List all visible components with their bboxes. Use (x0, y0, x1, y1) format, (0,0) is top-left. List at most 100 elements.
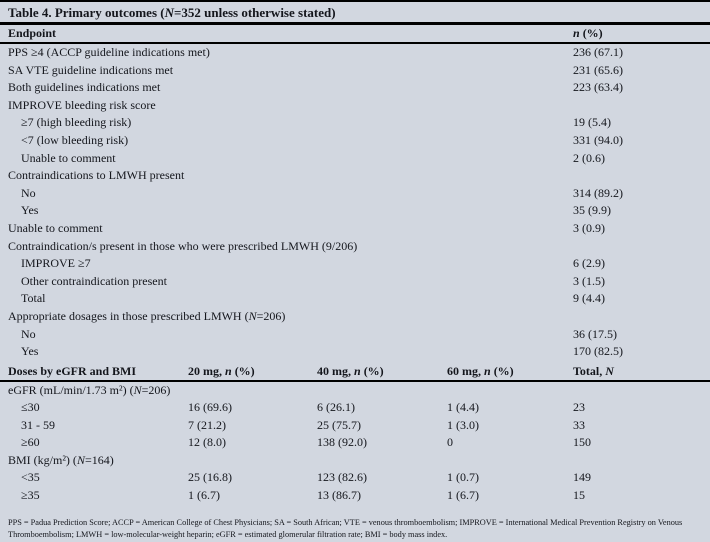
row-label: IMPROVE bleeding risk score (8, 97, 156, 112)
doses-cell: 1 (6.7) (188, 487, 220, 502)
row-value: 2 (0.6) (573, 150, 605, 165)
doses-column-header: Doses by eGFR and BMI (8, 363, 137, 378)
doses-column-header: 40 mg, n (%) (317, 363, 384, 378)
row-value (573, 167, 710, 185)
doses-row-label: ≥35 (21, 487, 40, 502)
row-value (573, 97, 710, 115)
rule-below-title (0, 22, 710, 25)
row-value: 19 (5.4) (573, 115, 611, 130)
doses-row-label: 31 - 59 (21, 417, 55, 432)
doses-row-label: eGFR (mL/min/1.73 m²) (N=206) (8, 382, 171, 397)
rule-below-header (0, 42, 710, 44)
doses-cell (317, 452, 447, 470)
row-value: 314 (89.2) (573, 185, 623, 200)
table-title: Table 4. Primary outcomes (N=352 unless … (8, 5, 336, 20)
doses-cell (447, 382, 573, 400)
table-row: Yes 170 (82.5) (0, 343, 710, 361)
row-value: 36 (17.5) (573, 326, 617, 341)
row-value: 331 (94.0) (573, 132, 623, 147)
row-label: Appropriate dosages in those prescribed … (8, 308, 286, 323)
doses-cell: 150 (573, 435, 591, 450)
doses-rows: eGFR (mL/min/1.73 m²) (N=206) ≤30 16 (69.6… (0, 382, 710, 505)
doses-cell: 1 (6.7) (447, 487, 479, 502)
doses-row-label: ≤30 (21, 400, 40, 415)
table-row: Appropriate dosages in those prescribed … (0, 308, 710, 326)
doses-column-header: 60 mg, n (%) (447, 363, 514, 378)
row-label: PPS ≥4 (ACCP guideline indications met) (8, 45, 210, 59)
doses-cell: 149 (573, 470, 591, 485)
doses-cell (317, 382, 447, 400)
doses-row-label: BMI (kg/m²) (N=164) (8, 452, 114, 467)
row-value: 6 (2.9) (573, 256, 605, 271)
row-label: Unable to comment (8, 220, 103, 235)
doses-row: BMI (kg/m²) (N=164) (0, 452, 710, 470)
table-row: Unable to comment 2 (0.6) (0, 150, 710, 168)
table-row: PPS ≥4 (ACCP guideline indications met) 2… (0, 44, 710, 62)
doses-row: eGFR (mL/min/1.73 m²) (N=206) (0, 382, 710, 400)
doses-cell (188, 382, 317, 400)
doses-cell (573, 382, 710, 400)
row-label: SA VTE guideline indications met (8, 62, 174, 77)
doses-row: ≤30 16 (69.6) 6 (26.1) 1 (4.4) 23 (0, 399, 710, 417)
table-row: Other contraindication present 3 (1.5) (0, 273, 710, 291)
row-value: 9 (4.4) (573, 291, 605, 306)
table-row: No 314 (89.2) (0, 185, 710, 203)
row-label: Contraindication/s present in those who … (8, 238, 358, 253)
doses-cell: 6 (26.1) (317, 400, 355, 415)
table-row: Contraindication/s present in those who … (0, 238, 710, 256)
table-row: IMPROVE bleeding risk score (0, 97, 710, 115)
doses-row: ≥35 1 (6.7) 13 (86.7) 1 (6.7) 15 (0, 487, 710, 505)
table-row: No 36 (17.5) (0, 326, 710, 344)
endpoint-rows: PPS ≥4 (ACCP guideline indications met) 2… (0, 44, 710, 361)
doses-cell: 33 (573, 417, 585, 432)
row-value: 236 (67.1) (573, 45, 623, 59)
table-row: Contraindications to LMWH present (0, 167, 710, 185)
table-row: IMPROVE ≥7 6 (2.9) (0, 255, 710, 273)
column-header-row: Endpoint n (%) (0, 25, 710, 42)
doses-row-label: ≥60 (21, 435, 40, 450)
doses-header-row: Doses by eGFR and BMI 20 mg, n (%) 40 mg, … (0, 363, 710, 382)
row-label: Unable to comment (21, 150, 116, 165)
doses-cell: 12 (8.0) (188, 435, 226, 450)
doses-cell (188, 452, 317, 470)
doses-column-header: Total, N (573, 363, 614, 378)
row-value: 3 (1.5) (573, 273, 605, 288)
row-label: Yes (21, 203, 39, 218)
doses-row: 31 - 59 7 (21.2) 25 (75.7) 1 (3.0) 33 (0, 417, 710, 435)
doses-cell: 15 (573, 487, 585, 502)
row-value: 3 (0.9) (573, 220, 605, 235)
doses-row: ≥60 12 (8.0) 138 (92.0) 0 150 (0, 434, 710, 452)
row-label: No (21, 326, 36, 341)
abbreviations-footnote: PPS = Padua Prediction Score; ACCP = Ame… (8, 518, 683, 539)
row-value: 35 (9.9) (573, 203, 611, 218)
table-row: SA VTE guideline indications met 231 (65.… (0, 62, 710, 80)
doses-cell: 13 (86.7) (317, 487, 361, 502)
doses-cell: 0 (447, 435, 453, 450)
doses-cell: 1 (4.4) (447, 400, 479, 415)
doses-cell: 25 (16.8) (188, 470, 232, 485)
table-row: Both guidelines indications met 223 (63.4… (0, 79, 710, 97)
doses-row-label: <35 (21, 470, 40, 485)
doses-cell: 138 (92.0) (317, 435, 367, 450)
row-label: Yes (21, 344, 39, 359)
doses-row: <35 25 (16.8) 123 (82.6) 1 (0.7) 149 (0, 469, 710, 487)
row-label: Both guidelines indications met (8, 80, 161, 95)
table-row: Unable to comment 3 (0.9) (0, 220, 710, 238)
doses-cell: 16 (69.6) (188, 400, 232, 415)
doses-column-header: 20 mg, n (%) (188, 363, 255, 378)
row-value: 170 (82.5) (573, 344, 623, 359)
doses-cell: 7 (21.2) (188, 417, 226, 432)
doses-cell (573, 452, 710, 470)
column-header-n-pct: n (%) (573, 26, 603, 40)
row-label: Other contraindication present (21, 273, 167, 288)
row-label: IMPROVE ≥7 (21, 256, 91, 271)
table-row: Yes 35 (9.9) (0, 202, 710, 220)
table-row: ≥7 (high bleeding risk) 19 (5.4) (0, 114, 710, 132)
row-label: ≥7 (high bleeding risk) (21, 115, 132, 130)
row-label: Total (21, 291, 46, 306)
doses-cell: 1 (3.0) (447, 417, 479, 432)
row-label: No (21, 185, 36, 200)
doses-cell: 123 (82.6) (317, 470, 367, 485)
row-label: <7 (low bleeding risk) (21, 132, 129, 147)
